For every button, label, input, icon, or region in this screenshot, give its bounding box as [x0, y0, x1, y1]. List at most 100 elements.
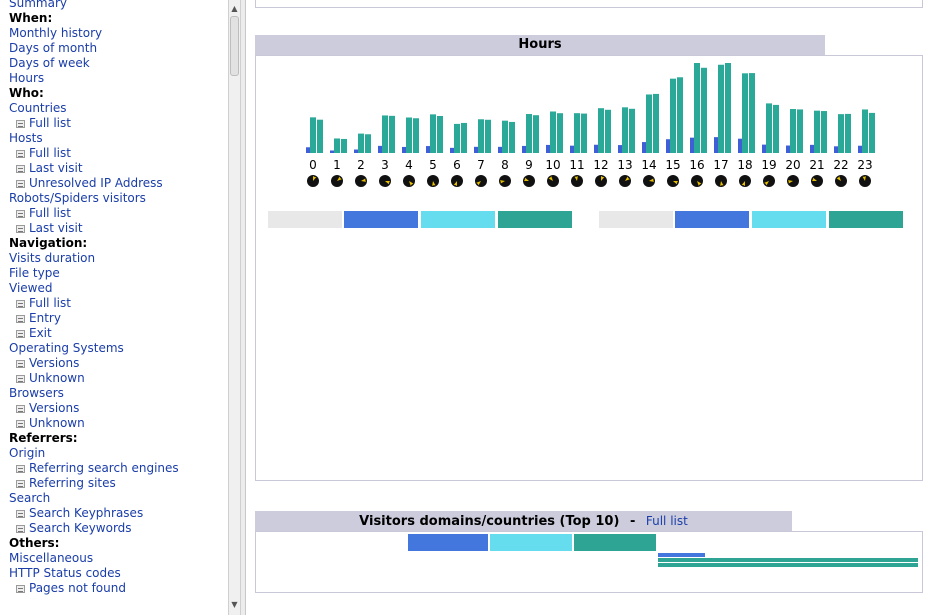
bandwidth-column-header — [574, 534, 656, 551]
hits-bar — [334, 138, 340, 153]
sidebar-link-last-visit[interactable]: Last visit — [16, 221, 83, 236]
hour-cell — [268, 419, 342, 438]
sidebar-link-referring-sites[interactable]: Referring sites — [16, 476, 116, 491]
sidebar-link-exit[interactable]: Exit — [16, 326, 52, 341]
sidebar-link-versions[interactable]: Versions — [16, 401, 79, 416]
hits-bar — [502, 120, 508, 153]
hour-cell — [599, 286, 673, 305]
hour-bar-group — [618, 107, 635, 153]
scrollbar-thumb[interactable] — [230, 16, 239, 76]
pages-cell — [344, 229, 418, 248]
sidebar-link-visits-duration[interactable]: Visits duration — [9, 251, 95, 266]
sidebar-link-search-keywords[interactable]: Search Keywords — [16, 521, 132, 536]
pages-bar — [498, 146, 502, 153]
sidebar-link-pages-not-found[interactable]: Pages not found — [16, 581, 126, 596]
bandwidth-column-header — [829, 211, 903, 228]
bandwidth-cell — [829, 305, 903, 324]
bandwidth-bar — [821, 111, 827, 153]
hour-tick-label: 13 — [617, 158, 632, 172]
hour-tick-label: 14 — [641, 158, 656, 172]
list-bullet-icon — [16, 405, 25, 413]
countries-full-list-link[interactable]: Full list — [645, 514, 688, 528]
hour-cell — [599, 229, 673, 248]
clock-icon — [499, 175, 511, 187]
sidebar-item-label: Full list — [29, 296, 71, 310]
bandwidth-cell — [829, 438, 903, 457]
sidebar-link-hours[interactable]: Hours — [9, 71, 44, 86]
hour-cell — [268, 248, 342, 267]
list-bullet-icon — [16, 465, 25, 473]
sidebar-link-days-of-month[interactable]: Days of month — [9, 41, 97, 56]
clock-icon — [835, 175, 847, 187]
hour-tick-label: 6 — [453, 158, 461, 172]
title-separator: - — [629, 514, 636, 529]
clock-icon — [403, 175, 415, 187]
pages-column-header — [408, 534, 488, 551]
sidebar-link-entry[interactable]: Entry — [16, 311, 61, 326]
sidebar-heading-others: Others: — [9, 536, 59, 551]
sidebar-link-operating-systems[interactable]: Operating Systems — [9, 341, 124, 356]
sidebar-link-full-list[interactable]: Full list — [16, 206, 71, 221]
clock-icon — [667, 175, 679, 187]
hour-cell — [268, 362, 342, 381]
sidebar-link-robots-spiders-visitors[interactable]: Robots/Spiders visitors — [9, 191, 146, 206]
sidebar-link-referring-search-engines[interactable]: Referring search engines — [16, 461, 179, 476]
sidebar-item-label: Countries — [9, 101, 67, 115]
sidebar-link-countries[interactable]: Countries — [9, 101, 67, 116]
hour-tick-label: 22 — [833, 158, 848, 172]
sidebar-link-full-list[interactable]: Full list — [16, 296, 71, 311]
hits-bar — [814, 110, 820, 153]
list-bullet-icon — [16, 180, 25, 188]
sidebar-link-unresolved-ip-address[interactable]: Unresolved IP Address — [16, 176, 163, 191]
sidebar-link-viewed[interactable]: Viewed — [9, 281, 52, 296]
sidebar-item-label: Referrers: — [9, 431, 78, 445]
bandwidth-cell — [498, 381, 572, 400]
sidebar-link-browsers[interactable]: Browsers — [9, 386, 64, 401]
sidebar-link-search-keyphrases[interactable]: Search Keyphrases — [16, 506, 143, 521]
sidebar-link-versions[interactable]: Versions — [16, 356, 79, 371]
sidebar-item-label: Visits duration — [9, 251, 96, 265]
sidebar-link-summary[interactable]: Summary — [9, 0, 67, 11]
bandwidth-bar — [341, 138, 347, 153]
main-content: Hours 0 1 2 3 4 5 6 7 8 9 10 11 12 13 14 15 16 17 18 19 20 21… — [246, 0, 929, 615]
pages-cell — [675, 419, 749, 438]
scroll-down-arrow-icon[interactable]: ▼ — [231, 600, 238, 609]
sidebar-item-label: Monthly history — [9, 26, 103, 40]
pages-bar — [690, 137, 694, 153]
bandwidth-hbar — [658, 563, 918, 567]
pages-cell — [675, 229, 749, 248]
sidebar-scrollbar[interactable]: ▲ ▼ — [228, 0, 241, 615]
hits-bar — [526, 114, 532, 153]
sidebar-link-unknown[interactable]: Unknown — [16, 371, 85, 386]
sidebar-link-unknown[interactable]: Unknown — [16, 416, 85, 431]
sidebar-link-hosts[interactable]: Hosts — [9, 131, 43, 146]
hour-bar-group — [354, 133, 371, 153]
sidebar-link-miscellaneous[interactable]: Miscellaneous — [9, 551, 93, 566]
sidebar-link-search[interactable]: Search — [9, 491, 50, 506]
sidebar-link-monthly-history[interactable]: Monthly history — [9, 26, 102, 41]
hour-cell — [268, 400, 342, 419]
clock-icon — [811, 175, 823, 187]
country-code — [376, 552, 406, 571]
pages-cell — [675, 248, 749, 267]
sidebar-item-label: Versions — [29, 356, 80, 370]
sidebar-link-full-list[interactable]: Full list — [16, 146, 71, 161]
sidebar-link-file-type[interactable]: File type — [9, 266, 60, 281]
bandwidth-cell — [498, 305, 572, 324]
sidebar-item-label: Versions — [29, 401, 80, 415]
sidebar-item-label: Search Keywords — [29, 521, 132, 535]
scroll-up-arrow-icon[interactable]: ▲ — [231, 4, 238, 13]
sidebar-link-last-visit[interactable]: Last visit — [16, 161, 83, 176]
sidebar-item-label: Miscellaneous — [9, 551, 94, 565]
bandwidth-bar — [653, 93, 659, 153]
sidebar-link-origin[interactable]: Origin — [9, 446, 45, 461]
sidebar-link-days-of-week[interactable]: Days of week — [9, 56, 90, 71]
hour-tick-label: 23 — [857, 158, 872, 172]
hour-cell — [268, 381, 342, 400]
pages-cell — [344, 419, 418, 438]
bandwidth-bar — [437, 116, 443, 153]
sidebar-link-http-status-codes[interactable]: HTTP Status codes — [9, 566, 121, 581]
frame-splitter[interactable] — [241, 0, 246, 615]
sidebar-item-label: HTTP Status codes — [9, 566, 121, 580]
sidebar-link-full-list[interactable]: Full list — [16, 116, 71, 131]
